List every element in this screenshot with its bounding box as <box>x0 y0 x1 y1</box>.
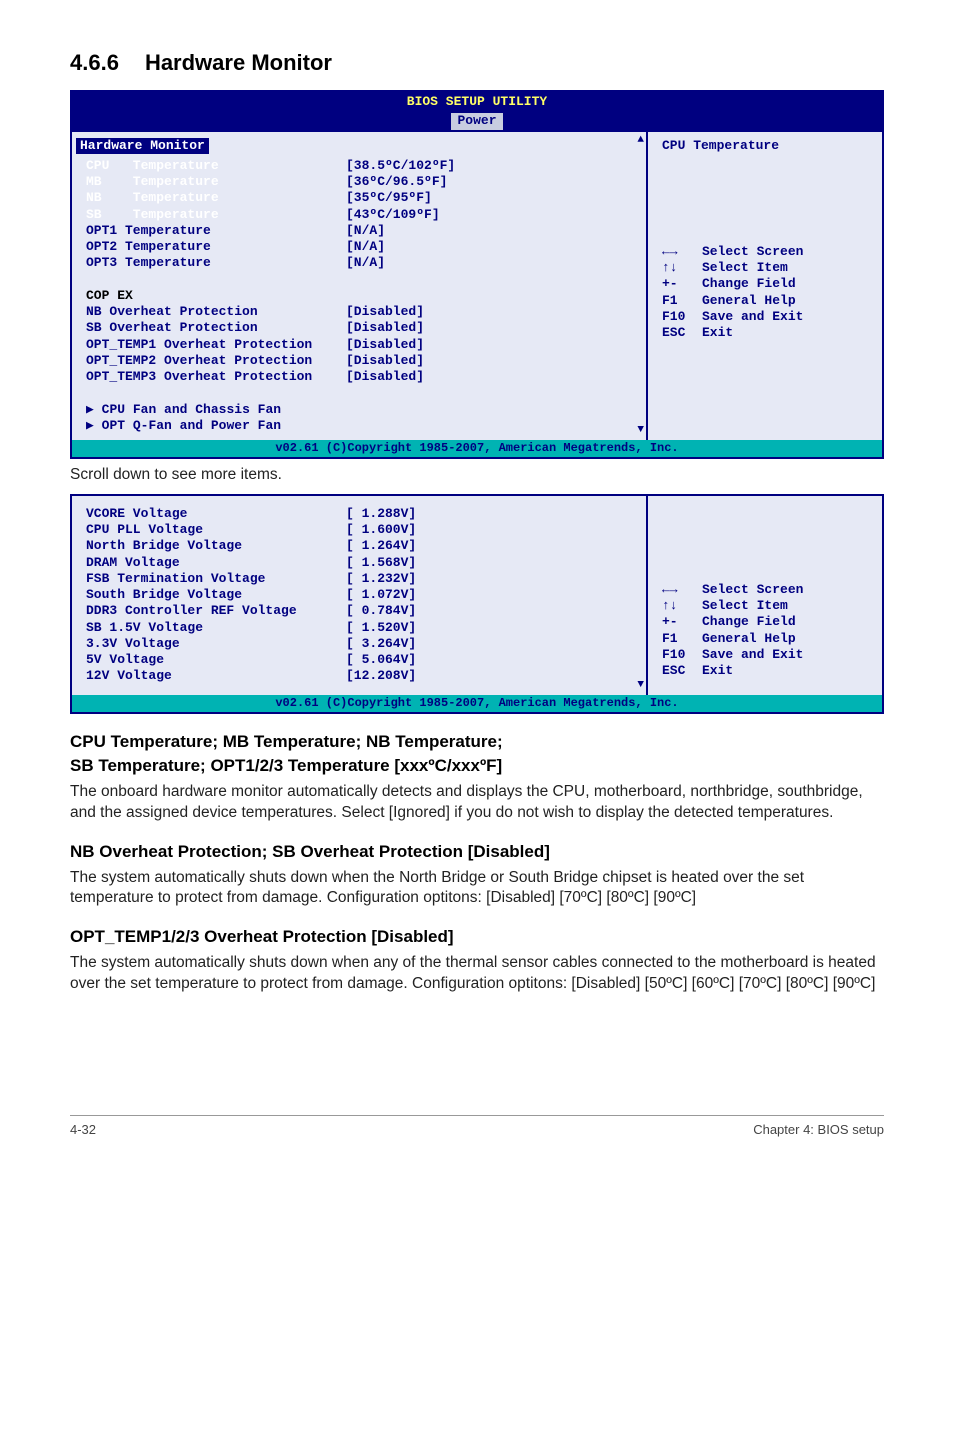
help-row: ESCExit <box>662 325 872 341</box>
bios-row: OPT_TEMP3 Overheat Protection[Disabled] <box>86 369 646 385</box>
bios-submenu: ▶ OPT Q-Fan and Power Fan <box>86 418 646 434</box>
bios-row: SB Overheat Protection[Disabled] <box>86 320 646 336</box>
section-title-text: Hardware Monitor <box>145 50 332 75</box>
bios-row: DRAM Voltage[ 1.568V] <box>86 555 646 571</box>
bios-tab: Power <box>450 112 503 130</box>
help-row: ←→Select Screen <box>662 244 872 260</box>
subsection-heading: OPT_TEMP1/2/3 Overheat Protection [Disab… <box>70 927 884 947</box>
bios-row: SB Temperature[43ºC/109ºF] <box>86 207 646 223</box>
bios-row: OPT3 Temperature[N/A] <box>86 255 646 271</box>
bios-row: 5V Voltage[ 5.064V] <box>86 652 646 668</box>
bios-row: CPU PLL Voltage[ 1.600V] <box>86 522 646 538</box>
subsection-heading: NB Overheat Protection; SB Overheat Prot… <box>70 842 884 862</box>
bios-row: VCORE Voltage[ 1.288V] <box>86 506 646 522</box>
section-number: 4.6.6 <box>70 50 119 76</box>
body-paragraph: The onboard hardware monitor automatical… <box>70 782 884 824</box>
bios-row: OPT_TEMP1 Overheat Protection[Disabled] <box>86 337 646 353</box>
bios-row: SB 1.5V Voltage[ 1.520V] <box>86 620 646 636</box>
bios-row: OPT2 Temperature[N/A] <box>86 239 646 255</box>
bios-submenu: ▶ CPU Fan and Chassis Fan <box>86 402 646 418</box>
bios-title: BIOS SETUP UTILITY <box>72 94 882 110</box>
bios-row: South Bridge Voltage[ 1.072V] <box>86 587 646 603</box>
bios-row: MB Temperature[36ºC/96.5ºF] <box>86 174 646 190</box>
help-row: +-Change Field <box>662 276 872 292</box>
bios-subtitle: Hardware Monitor <box>76 138 209 154</box>
body-paragraph: The system automatically shuts down when… <box>70 868 884 910</box>
bios-row: NB Overheat Protection[Disabled] <box>86 304 646 320</box>
bios-row: OPT1 Temperature[N/A] <box>86 223 646 239</box>
help-row: ESCExit <box>662 663 872 679</box>
page-number: 4-32 <box>70 1122 96 1137</box>
scroll-down-icon: ▼ <box>637 424 644 438</box>
bios-row: DDR3 Controller REF Voltage[ 0.784V] <box>86 603 646 619</box>
bios-right-panel: CPU Temperature ←→Select Screen↑↓Select … <box>648 132 882 441</box>
bios-row: NB Temperature[35ºC/95ºF] <box>86 190 646 206</box>
help-row: ←→Select Screen <box>662 582 872 598</box>
body-paragraph: The system automatically shuts down when… <box>70 953 884 995</box>
bios-screen-2: VCORE Voltage[ 1.288V]CPU PLL Voltage[ 1… <box>70 494 884 714</box>
bios-left-panel: ▲ Hardware Monitor CPU Temperature[38.5º… <box>72 132 648 441</box>
section-heading: 4.6.6 Hardware Monitor <box>70 50 884 76</box>
scroll-note: Scroll down to see more items. <box>70 465 884 486</box>
chapter-label: Chapter 4: BIOS setup <box>753 1122 884 1137</box>
page-footer: 4-32 Chapter 4: BIOS setup <box>70 1115 884 1137</box>
scroll-down-icon: ▼ <box>637 679 644 693</box>
help-title: CPU Temperature <box>662 138 779 153</box>
cop-ex-header: COP EX <box>86 288 646 304</box>
help-row: +-Change Field <box>662 614 872 630</box>
help-row: F10Save and Exit <box>662 309 872 325</box>
bios-row: North Bridge Voltage[ 1.264V] <box>86 538 646 554</box>
bios-row: FSB Termination Voltage[ 1.232V] <box>86 571 646 587</box>
bios2-left-panel: VCORE Voltage[ 1.288V]CPU PLL Voltage[ 1… <box>72 496 648 695</box>
bios2-right-panel: ←→Select Screen↑↓Select Item+-Change Fie… <box>648 496 882 695</box>
bios-row: 12V Voltage[12.208V] <box>86 668 646 684</box>
bios-screen-1: BIOS SETUP UTILITY Power ▲ Hardware Moni… <box>70 90 884 459</box>
help-row: ↑↓Select Item <box>662 260 872 276</box>
subsection-heading: SB Temperature; OPT1/2/3 Temperature [xx… <box>70 756 884 776</box>
subsection-heading: CPU Temperature; MB Temperature; NB Temp… <box>70 732 884 752</box>
help-row: F1General Help <box>662 631 872 647</box>
help-row: F1General Help <box>662 293 872 309</box>
help-row: ↑↓Select Item <box>662 598 872 614</box>
bios-row: CPU Temperature[38.5ºC/102ºF] <box>86 158 646 174</box>
help-row: F10Save and Exit <box>662 647 872 663</box>
bios-row: 3.3V Voltage[ 3.264V] <box>86 636 646 652</box>
bios-header: BIOS SETUP UTILITY Power <box>72 92 882 132</box>
bios2-footer: v02.61 (C)Copyright 1985-2007, American … <box>72 695 882 712</box>
bios-row: OPT_TEMP2 Overheat Protection[Disabled] <box>86 353 646 369</box>
bios-footer: v02.61 (C)Copyright 1985-2007, American … <box>72 440 882 457</box>
scroll-up-icon: ▲ <box>637 134 644 148</box>
